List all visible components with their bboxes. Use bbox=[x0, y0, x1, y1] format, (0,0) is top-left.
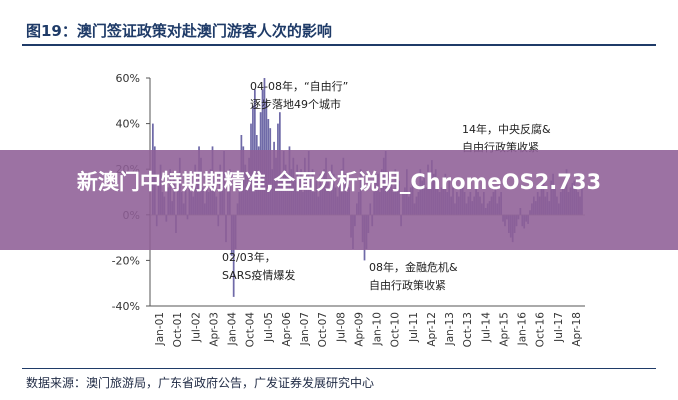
x-tick-label: Jan-16 bbox=[517, 312, 529, 347]
annotation-financial-crisis-2: 自由行政策收紧 bbox=[369, 278, 446, 292]
y-tick-label: 60% bbox=[116, 72, 140, 85]
x-tick-label: Jan-10 bbox=[372, 312, 384, 346]
x-tick-label: Oct-07 bbox=[317, 312, 329, 347]
data-source-note: 数据来源：澳门旅游局，广东省政府公告，广发证券发展研究中心 bbox=[26, 376, 375, 390]
y-tick-label: -20% bbox=[112, 254, 140, 267]
bar bbox=[232, 214, 235, 297]
x-tick-label: Jul-11 bbox=[408, 312, 420, 343]
x-tick-label: Jul-14 bbox=[480, 312, 492, 343]
x-tick-label: Apr-15 bbox=[498, 312, 510, 347]
x-tick-label: Jul-08 bbox=[335, 312, 347, 343]
x-tick-label: Oct-13 bbox=[462, 312, 474, 347]
annotation-self-travel-1: 04-08年，“自由行” bbox=[250, 79, 348, 93]
x-tick-label: Apr-06 bbox=[281, 312, 293, 347]
x-tick-label: Jan-01 bbox=[154, 312, 166, 346]
bar bbox=[263, 78, 266, 215]
x-tick-label: Jul-02 bbox=[190, 312, 202, 343]
x-tick-label: Jul-05 bbox=[263, 312, 275, 343]
x-tick-label: Apr-12 bbox=[426, 312, 438, 347]
x-tick-label: Oct-04 bbox=[245, 312, 257, 348]
footer-divider bbox=[22, 368, 656, 369]
x-tick-label: Oct-01 bbox=[172, 312, 184, 347]
x-tick-label: Oct-10 bbox=[390, 312, 402, 347]
x-tick-label: Jan-04 bbox=[227, 312, 239, 347]
figure-title: 图19：澳门签证政策对赴澳门游客人次的影响 bbox=[26, 22, 332, 40]
annotation-financial-crisis-1: 08年，金融危机& bbox=[369, 260, 458, 274]
annotation-anti-corruption-1: 14年，中央反腐& bbox=[462, 122, 551, 136]
annotation-sars-2: SARS疫情爆发 bbox=[222, 268, 295, 282]
x-tick-label: Jan-07 bbox=[299, 312, 311, 346]
title-divider bbox=[22, 44, 656, 46]
x-tick-label: Jan-13 bbox=[444, 312, 456, 346]
x-tick-label: Oct-16 bbox=[535, 312, 547, 348]
watermark-banner-text: 新澳门中特期期精准,全面分析说明_ChromeOS2.733 bbox=[76, 170, 602, 194]
x-tick-label: Apr-03 bbox=[208, 312, 220, 347]
y-tick-label: -40% bbox=[112, 300, 140, 313]
watermark-banner bbox=[0, 150, 678, 250]
x-tick-label: Jul-17 bbox=[553, 312, 565, 343]
x-tick-label: Apr-18 bbox=[571, 312, 583, 347]
y-tick-label: 40% bbox=[116, 118, 140, 131]
annotation-self-travel-2: 逐步落地49个城市 bbox=[250, 97, 341, 111]
x-tick-label: Apr-09 bbox=[353, 312, 365, 347]
annotation-sars-1: 02/03年， bbox=[222, 250, 276, 264]
